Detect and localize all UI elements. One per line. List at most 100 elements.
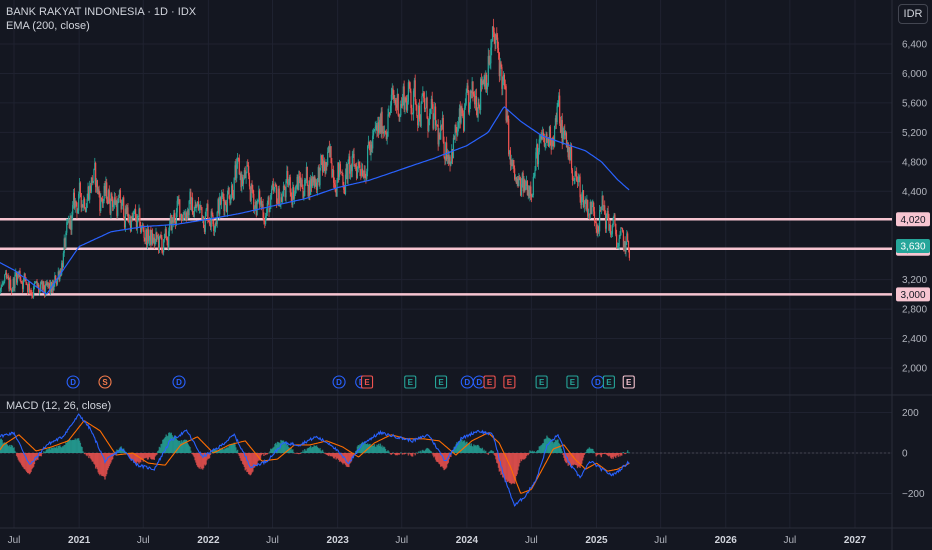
macd-histogram-bar	[449, 453, 451, 457]
dividend-icon[interactable]	[172, 375, 186, 389]
earnings-icon[interactable]	[566, 375, 579, 389]
macd-histogram-bar	[383, 447, 386, 453]
candle-body	[330, 146, 332, 163]
macd-histogram-bar	[328, 453, 331, 455]
event-marker-E[interactable]: E	[622, 375, 635, 389]
horizontal-levels[interactable]	[0, 218, 892, 296]
candle-body	[367, 141, 370, 147]
dividend-icon[interactable]	[66, 375, 80, 389]
event-marker-D[interactable]: D	[332, 375, 346, 389]
macd-histogram-bar	[343, 453, 345, 463]
candle-body	[78, 193, 80, 211]
macd-histogram-bar	[302, 450, 304, 453]
macd-histogram-bar	[418, 452, 421, 453]
earnings-icon[interactable]	[535, 375, 548, 389]
candle-body	[96, 180, 98, 192]
candle-body	[432, 104, 434, 129]
currency-button[interactable]: IDR	[898, 4, 928, 24]
macd-histogram-bar	[285, 441, 287, 453]
candle-body	[301, 179, 303, 188]
candle-body	[91, 177, 93, 183]
candle-body	[362, 176, 364, 178]
macd-histogram-bar	[275, 442, 277, 453]
candle-body	[135, 218, 138, 230]
macd-histogram-bar	[511, 453, 513, 484]
candle-body	[259, 190, 261, 205]
event-marker-D[interactable]: D	[472, 375, 486, 389]
earnings-icon[interactable]	[622, 375, 635, 389]
event-marker-E[interactable]: E	[535, 375, 548, 389]
event-marker-S[interactable]: S	[98, 375, 112, 389]
candle-body	[316, 182, 318, 191]
event-marker-E[interactable]: E	[360, 375, 374, 389]
event-marker-D[interactable]: D	[66, 375, 80, 389]
macd-histogram-bar	[411, 453, 414, 457]
candle-body	[140, 226, 142, 233]
macd-histogram-bar	[530, 451, 533, 453]
ema-legend[interactable]: EMA (200, close)	[6, 20, 90, 32]
macd-histogram-bar	[609, 453, 611, 456]
earnings-icon[interactable]	[360, 375, 374, 389]
macd-legend[interactable]: MACD (12, 26, close)	[6, 400, 112, 412]
macd-histogram-bar	[624, 453, 626, 455]
macd-histogram-bar	[338, 453, 340, 460]
earnings-icon[interactable]	[404, 375, 417, 389]
earnings-icon[interactable]	[503, 375, 516, 389]
macd-histogram-bar	[211, 452, 213, 454]
event-marker-E[interactable]: E	[435, 375, 448, 389]
macd-histogram-bar	[241, 453, 243, 462]
candle-body	[0, 286, 2, 289]
macd-histogram-bar	[512, 453, 514, 484]
candle-body	[88, 186, 90, 200]
macd-histogram-bar	[342, 453, 344, 465]
candle-body	[28, 283, 30, 291]
macd-histogram-bar	[485, 453, 488, 454]
event-marker-E[interactable]: E	[566, 375, 579, 389]
event-markers[interactable]: DSDDDEEEDDEEEEDEE	[66, 375, 635, 389]
event-marker-D[interactable]: D	[591, 375, 605, 389]
event-marker-E[interactable]: E	[483, 375, 496, 389]
candle-body	[235, 165, 237, 179]
macd-histogram-bar	[609, 453, 612, 458]
candle-body	[477, 102, 479, 118]
event-marker-E[interactable]: E	[404, 375, 417, 389]
macd-histogram-bar	[186, 442, 189, 453]
event-marker-E[interactable]: E	[503, 375, 516, 389]
macd-histogram-bar	[552, 441, 554, 453]
macd-histogram-bar	[194, 453, 196, 461]
candle-body	[102, 201, 104, 204]
macd-histogram-bar	[67, 440, 70, 453]
candle-body	[474, 96, 477, 105]
earnings-icon[interactable]	[435, 375, 448, 389]
macd-histogram-bar	[421, 450, 423, 453]
candle-body	[475, 96, 477, 110]
candle-body	[200, 205, 202, 208]
candle-body	[605, 213, 608, 229]
candle-body	[34, 282, 36, 284]
candle-body	[191, 197, 193, 210]
candle-body	[209, 223, 211, 227]
macd-histogram-bar	[212, 449, 214, 453]
event-marker-D[interactable]: D	[172, 375, 186, 389]
macd-histogram-bar	[455, 444, 457, 453]
macd-histogram-bar	[168, 432, 171, 453]
macd-histogram-bar	[366, 444, 368, 453]
candle-body	[355, 166, 358, 179]
macd-histogram-bar	[619, 453, 621, 457]
candle-body	[376, 125, 378, 132]
macd-histogram-bar	[12, 448, 14, 453]
candle-body	[414, 80, 416, 102]
macd-histogram-bar	[398, 453, 400, 456]
dividend-icon[interactable]	[332, 375, 346, 389]
candle-body	[237, 157, 240, 159]
macd-histogram-bar	[530, 451, 532, 453]
macd-histogram-bar	[54, 447, 56, 453]
event-marker-E[interactable]: E	[602, 375, 615, 389]
earnings-icon[interactable]	[602, 375, 615, 389]
earnings-icon[interactable]	[483, 375, 496, 389]
candle-body	[22, 280, 25, 289]
event-marker-D[interactable]: D	[460, 375, 474, 389]
macd-histogram-bar	[332, 453, 334, 457]
split-icon[interactable]	[98, 375, 112, 389]
